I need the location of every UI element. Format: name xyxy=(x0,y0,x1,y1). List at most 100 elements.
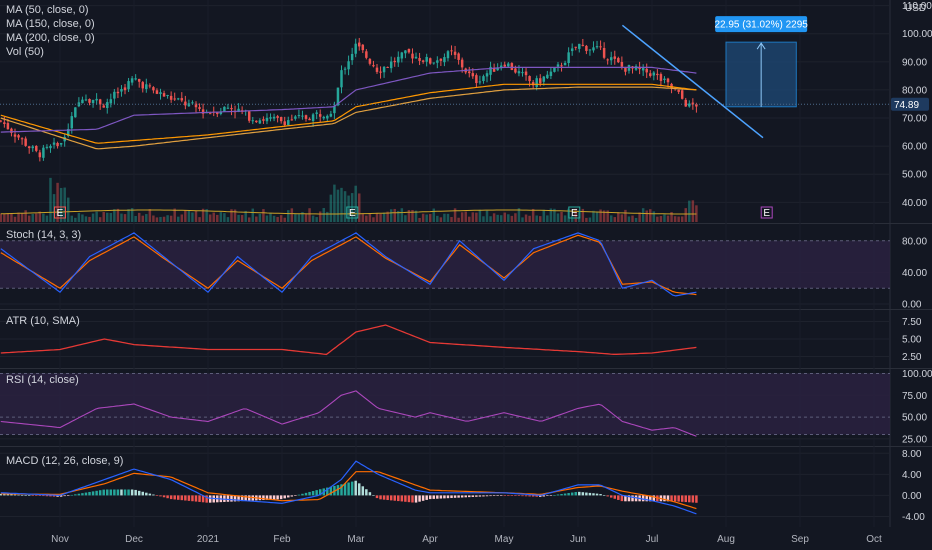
candle-down xyxy=(24,138,27,146)
volume-bar xyxy=(670,212,673,222)
candle-down xyxy=(585,45,588,51)
candle-up xyxy=(134,78,137,80)
legend-ma150[interactable]: MA (150, close, 0) xyxy=(6,18,95,30)
candle-down xyxy=(666,78,670,83)
candle-down xyxy=(13,134,17,137)
volume-bar xyxy=(0,213,3,222)
volume-bar xyxy=(595,212,599,222)
macd-histogram-bar xyxy=(102,489,105,496)
candle-up xyxy=(400,52,404,59)
candle-down xyxy=(276,116,279,118)
volume-bar xyxy=(155,217,159,222)
macd-histogram-bar xyxy=(88,491,91,496)
volume-bar xyxy=(290,208,294,222)
macd-histogram-bar xyxy=(539,495,542,497)
macd-histogram-bar xyxy=(684,495,687,503)
volume-bar xyxy=(524,214,528,222)
volume-bar xyxy=(691,200,695,222)
macd-histogram-bar xyxy=(311,491,315,496)
price-tick: 60.00 xyxy=(902,142,927,153)
macd-histogram-bar xyxy=(354,480,357,496)
candle-down xyxy=(184,101,187,106)
candle-down xyxy=(460,59,464,68)
volume-bar xyxy=(581,208,585,222)
volume-bar xyxy=(216,214,219,222)
x-tick-label: Jun xyxy=(570,534,586,545)
macd-histogram-bar xyxy=(59,495,63,497)
macd-histogram-bar xyxy=(10,494,13,496)
currency-label: USD xyxy=(905,3,926,14)
atr-title[interactable]: ATR (10, SMA) xyxy=(6,315,80,327)
candle-up xyxy=(159,92,162,95)
volume-bar xyxy=(219,212,223,222)
earnings-marker[interactable]: E xyxy=(54,206,66,219)
candle-down xyxy=(656,73,659,76)
macd-title[interactable]: MACD (12, 26, close, 9) xyxy=(6,455,123,467)
macd-histogram-bar xyxy=(148,493,152,496)
volume-bar xyxy=(194,210,198,222)
macd-histogram-bar xyxy=(347,482,350,496)
macd-histogram-bar xyxy=(524,495,528,497)
macd-histogram-bar xyxy=(91,491,95,496)
x-tick-label: Oct xyxy=(866,534,882,545)
macd-histogram-bar xyxy=(130,489,134,496)
candle-up xyxy=(42,147,45,158)
macd-histogram-bar xyxy=(478,495,482,497)
candle-down xyxy=(659,74,663,81)
macd-histogram-bar xyxy=(400,495,404,502)
earnings-marker[interactable]: E xyxy=(568,206,581,219)
macd-histogram-bar xyxy=(297,494,301,496)
volume-bar xyxy=(13,216,17,222)
candle-up xyxy=(237,108,240,112)
volume-bar xyxy=(240,215,244,222)
volume-bar xyxy=(680,216,684,222)
candle-up xyxy=(389,61,393,69)
candle-up xyxy=(521,72,524,74)
macd-histogram-bar xyxy=(283,495,286,499)
macd-histogram-bar xyxy=(404,495,407,502)
x-tick-label: 2021 xyxy=(197,534,220,545)
volume-bar xyxy=(649,209,652,222)
macd-histogram-bar xyxy=(613,495,617,499)
macd-histogram-bar xyxy=(680,495,684,502)
volume-bar xyxy=(333,184,336,222)
macd-histogram-bar xyxy=(66,495,70,496)
earnings-marker[interactable]: E xyxy=(760,206,773,219)
legend-ma200[interactable]: MA (200, close, 0) xyxy=(6,32,95,44)
macd-histogram-bar xyxy=(184,495,187,501)
volume-bar xyxy=(624,209,627,222)
earnings-marker[interactable]: E xyxy=(346,206,359,219)
volume-bar xyxy=(485,210,489,222)
candle-down xyxy=(208,113,212,115)
volume-bar xyxy=(563,215,567,222)
stoch-tick: 80.00 xyxy=(902,236,927,247)
stoch-title[interactable]: Stoch (14, 3, 3) xyxy=(6,229,81,241)
stoch-k-line xyxy=(0,232,697,297)
x-tick-label: May xyxy=(495,534,514,545)
x-tick-label: Mar xyxy=(347,534,365,545)
rsi-title[interactable]: RSI (14, close) xyxy=(6,374,79,386)
x-tick-label: Sep xyxy=(791,534,809,545)
volume-bar xyxy=(620,214,624,222)
macd-histogram-bar xyxy=(617,495,620,500)
macd-histogram-bar xyxy=(17,494,20,496)
measure-tag[interactable] xyxy=(715,16,808,33)
legend-ma50[interactable]: MA (50, close, 0) xyxy=(6,4,89,16)
volume-bar xyxy=(546,215,549,222)
legend-volume[interactable]: Vol (50) xyxy=(6,46,44,58)
macd-histogram-bar xyxy=(74,494,77,496)
rsi-tick: 25.00 xyxy=(902,434,927,445)
macd-histogram-bar xyxy=(645,495,648,502)
volume-bar xyxy=(659,216,663,222)
candle-up xyxy=(414,56,418,59)
candle-up xyxy=(517,71,521,74)
macd-histogram-bar xyxy=(123,489,127,496)
candle-down xyxy=(180,98,184,101)
volume-bar xyxy=(42,213,45,222)
volume-bar xyxy=(393,208,396,222)
macd-tick: 0.00 xyxy=(902,491,922,502)
macd-histogram-bar xyxy=(109,489,113,496)
candle-up xyxy=(688,103,691,107)
macd-histogram-bar xyxy=(428,495,432,500)
candle-down xyxy=(88,98,91,103)
